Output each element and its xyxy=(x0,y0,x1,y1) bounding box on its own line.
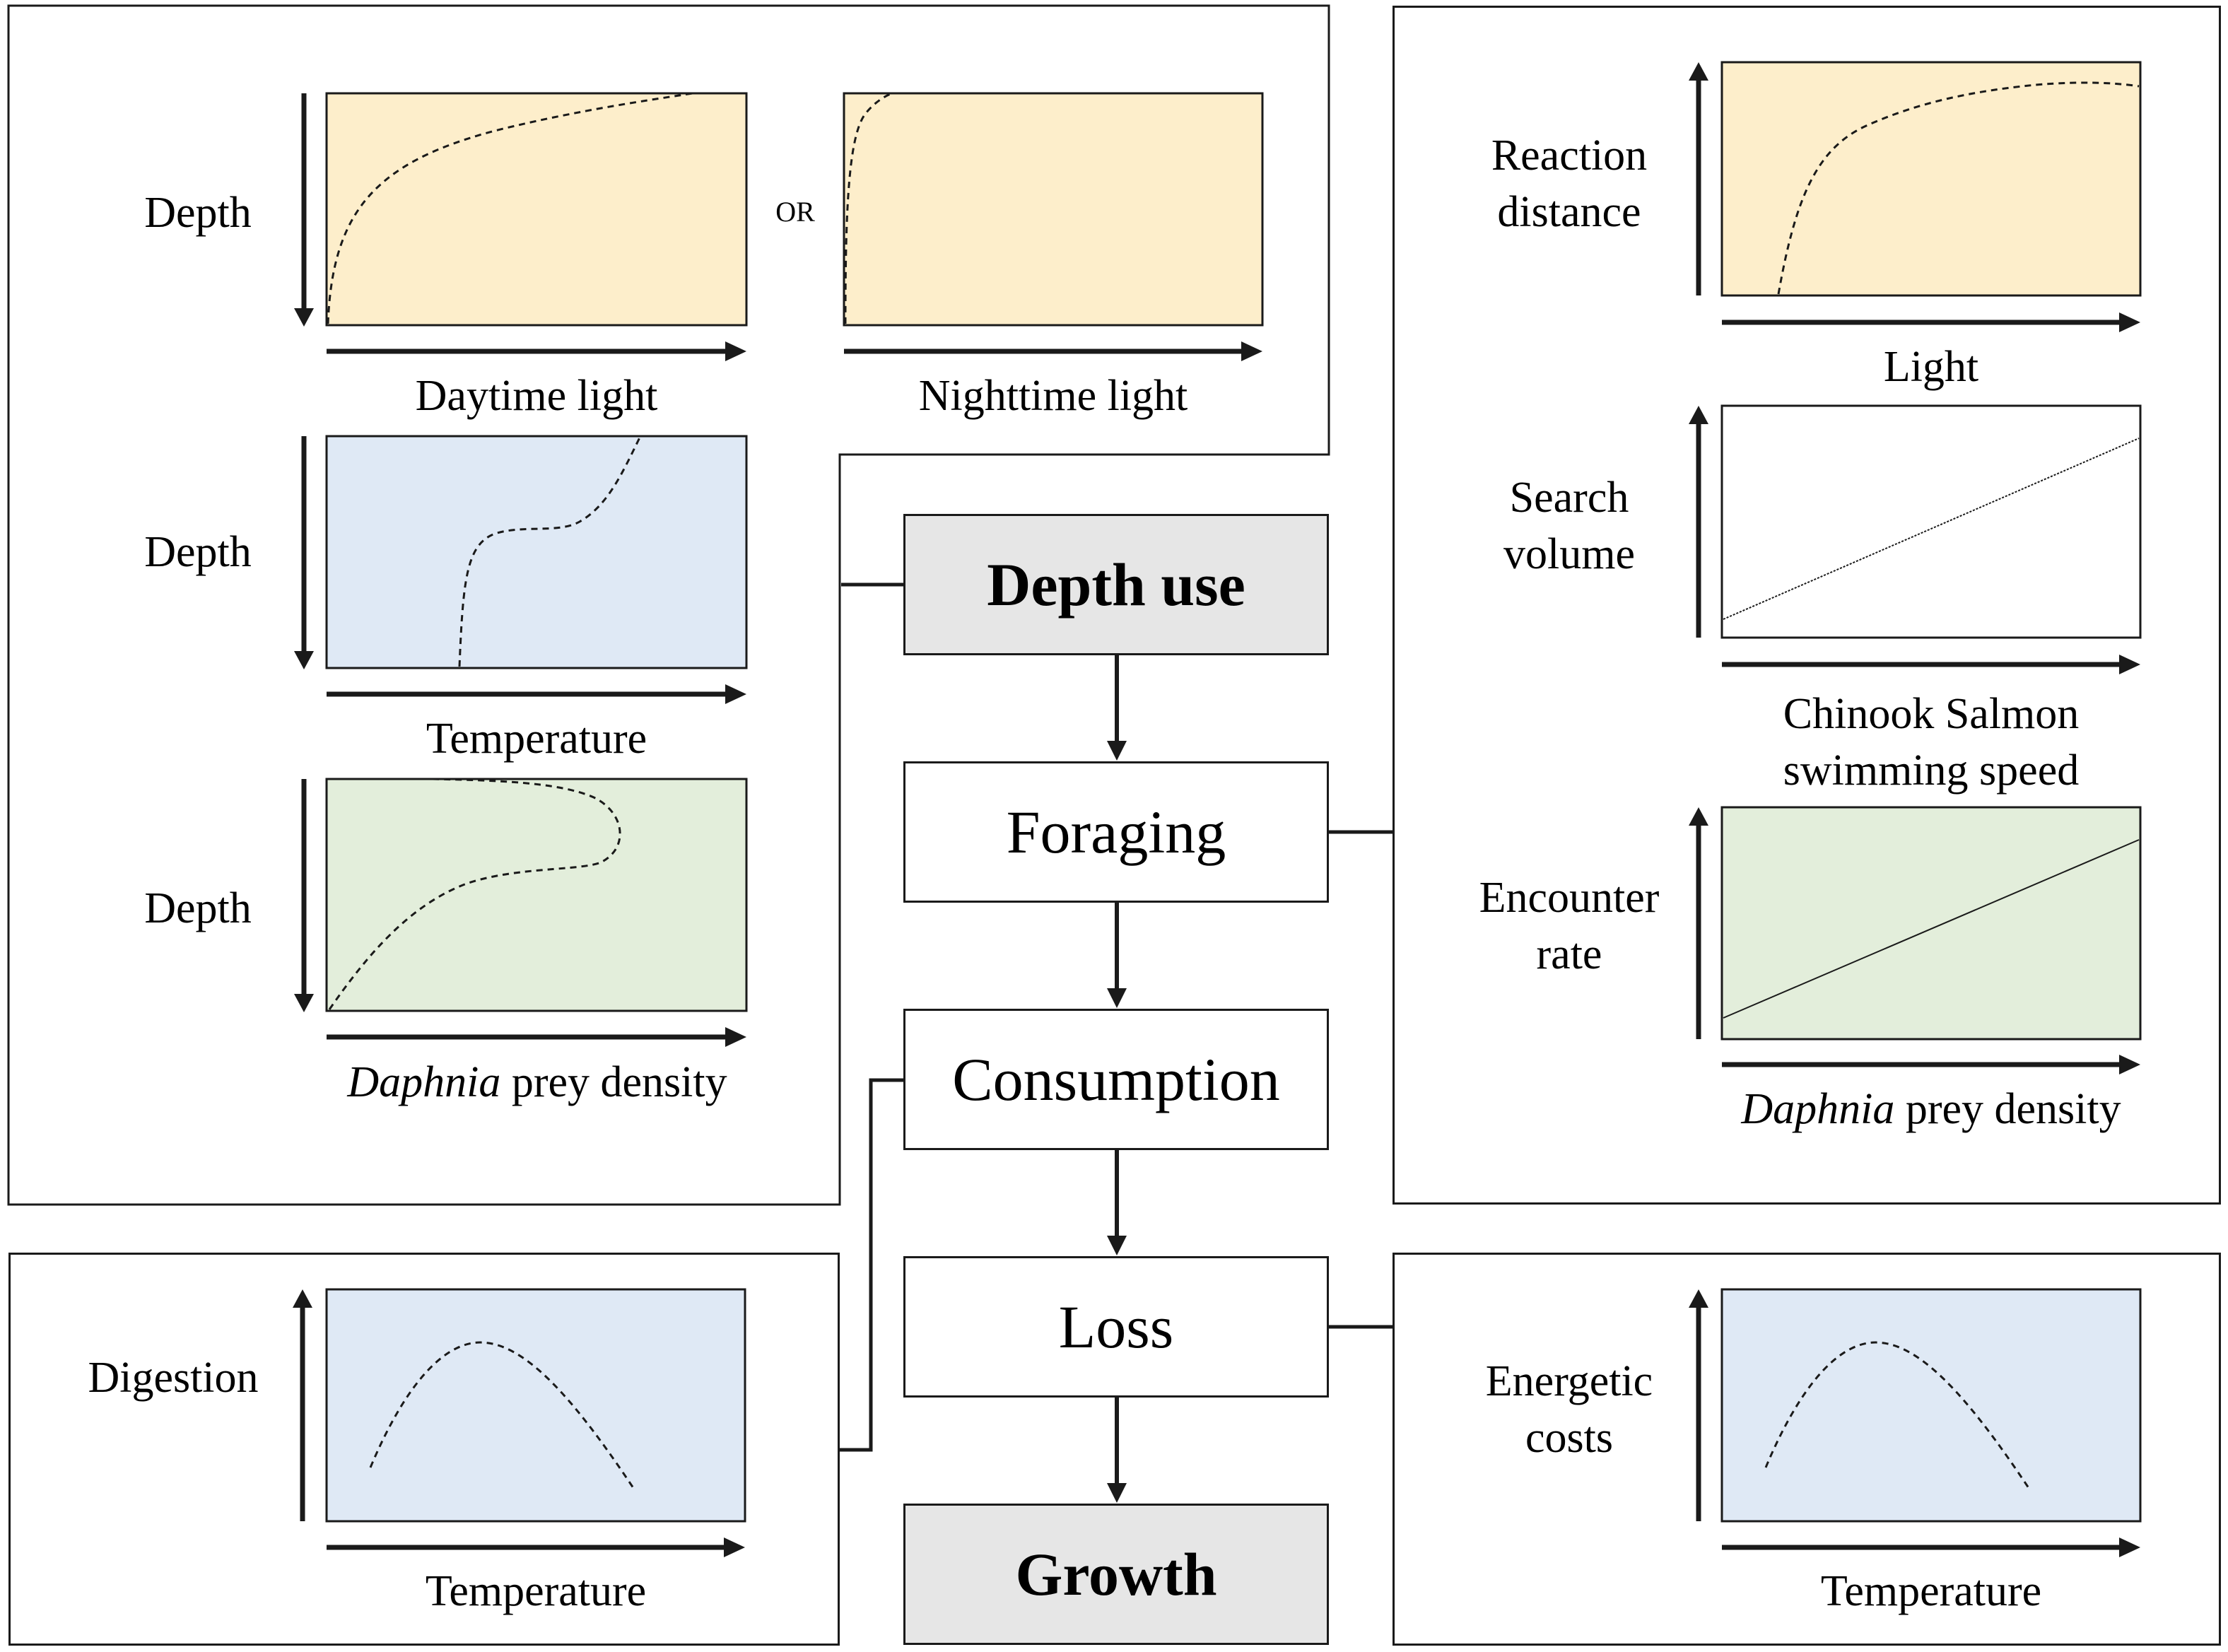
plot-digestion xyxy=(293,1288,746,1557)
digestion-x-label: Temperature xyxy=(425,1567,647,1615)
search-y-label-1: Search xyxy=(1509,474,1629,522)
flow-arrow-foraging-to-consumption xyxy=(1107,903,1127,1008)
step-depth-use: Depth use xyxy=(903,514,1329,655)
plot-temperature-depth xyxy=(294,435,748,704)
prey-x-label-rest: prey density xyxy=(500,1058,727,1106)
flow-arrow-loss-to-growth xyxy=(1107,1398,1127,1503)
temperature-x-label: Temperature xyxy=(426,715,647,763)
search-x-label-2: swimming speed xyxy=(1783,746,2080,795)
encounter-y-label-2: rate xyxy=(1536,930,1602,978)
reaction-y-label-2: distance xyxy=(1497,188,1641,236)
encounter-x-label: Daphnia prey density xyxy=(1704,1077,2159,1141)
reaction-y-label: Reaction distance xyxy=(1442,120,1696,247)
plot-encounter-rate xyxy=(1689,806,2142,1074)
depth-use-region xyxy=(7,4,1330,1206)
step-growth: Growth xyxy=(903,1504,1329,1645)
plot-nighttime-light-depth xyxy=(843,92,1264,361)
reaction-x-label: Light xyxy=(1883,343,1979,391)
plot-energetic-costs xyxy=(1689,1288,2142,1557)
plot-reaction-distance xyxy=(1689,61,2142,332)
digestion-y-label: Digestion xyxy=(88,1354,259,1402)
connector-consumption xyxy=(840,1078,903,1452)
encounter-x-label-italic: Daphnia xyxy=(1741,1085,1895,1133)
daylight-y-label: Depth xyxy=(144,189,252,237)
energetic-y-label-2: costs xyxy=(1525,1414,1613,1462)
encounter-y-label: Encounter rate xyxy=(1435,862,1704,990)
encounter-y-label-1: Encounter xyxy=(1479,874,1660,922)
energetic-x-label: Temperature xyxy=(1820,1567,2042,1615)
search-x-label: Chinook Salmon swimming speed xyxy=(1696,681,2166,803)
reaction-y-label-1: Reaction xyxy=(1491,131,1648,180)
plot-prey-density-depth xyxy=(294,778,748,1047)
step-foraging: Foraging xyxy=(903,761,1329,903)
encounter-x-label-rest: prey density xyxy=(1894,1085,2121,1133)
prey-x-label-italic: Daphnia xyxy=(347,1058,501,1106)
daylight-x-label: Daytime light xyxy=(415,372,658,420)
or-label: OR xyxy=(775,196,815,228)
search-y-label: Search volume xyxy=(1442,462,1696,590)
nightlight-x-label: Nighttime light xyxy=(918,372,1188,420)
plot-daytime-light-depth xyxy=(294,92,748,361)
flow-arrow-consumption-to-loss xyxy=(1107,1150,1127,1255)
temperature-y-label: Depth xyxy=(144,528,252,576)
prey-y-label: Depth xyxy=(144,884,252,932)
prey-x-label: Daphnia prey density xyxy=(311,1050,763,1114)
step-loss: Loss xyxy=(903,1256,1329,1398)
energetic-y-label: Energetic costs xyxy=(1442,1346,1696,1473)
energetic-y-label-1: Energetic xyxy=(1485,1357,1653,1405)
plot-search-volume xyxy=(1689,404,2142,674)
search-x-label-1: Chinook Salmon xyxy=(1783,690,2080,738)
search-y-label-2: volume xyxy=(1503,530,1635,578)
flow-arrow-depth-to-foraging xyxy=(1107,655,1127,761)
step-consumption: Consumption xyxy=(903,1009,1329,1150)
